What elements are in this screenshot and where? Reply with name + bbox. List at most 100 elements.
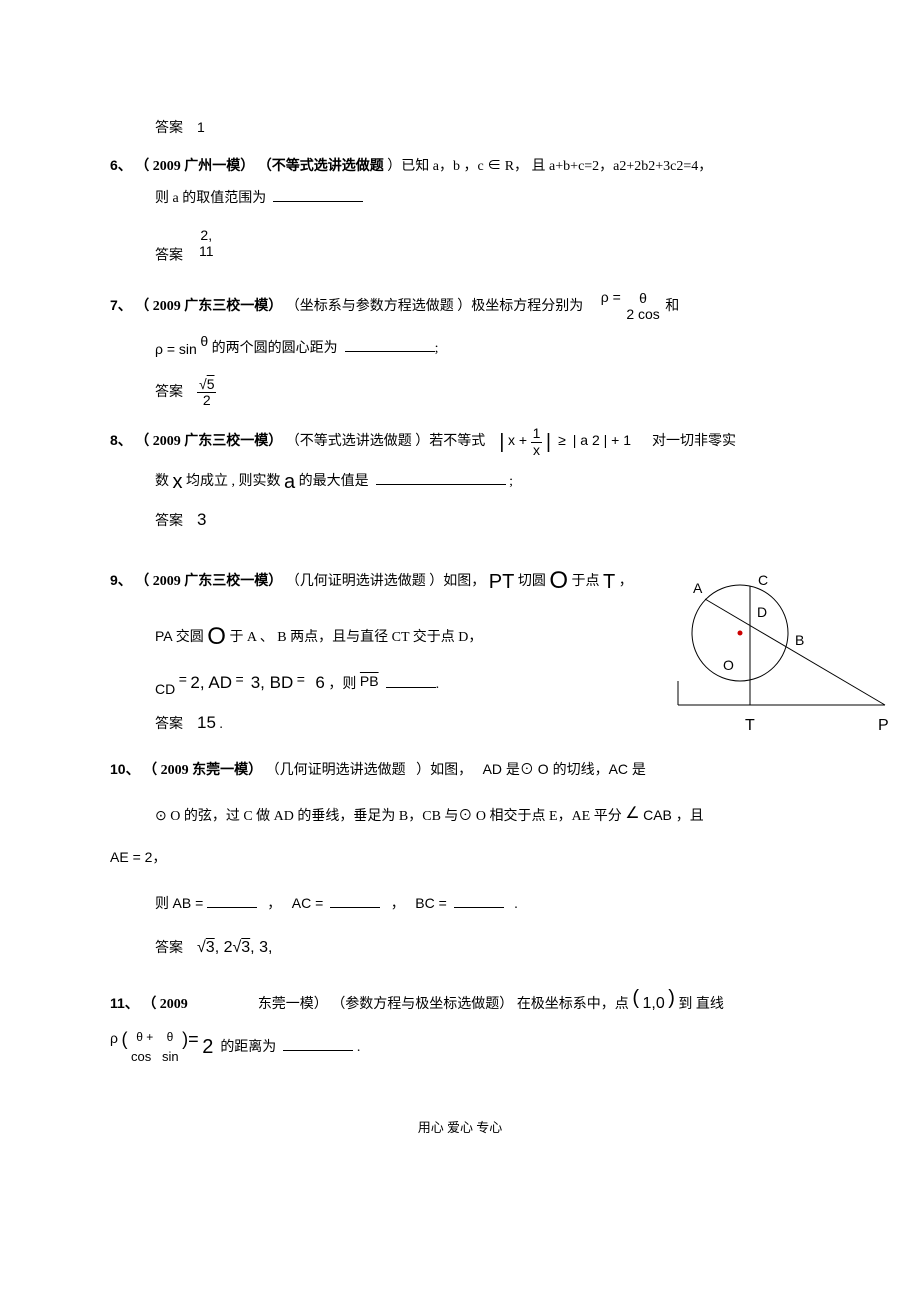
label-C: C [758,572,768,588]
frac-den: 2 [197,393,216,408]
q11-line2: ρ ( θ + θ cos sin )= 2 的距离为 . [110,1025,810,1068]
problem-text: ）已知 a，b ，c ∈ R， 且 a+b+c=2，a2+2b2+3c2=4， [387,159,712,174]
text: 在极坐标系中，点 [517,997,629,1012]
dot: . [357,1040,361,1055]
paren: ( [121,1029,127,1049]
text: AE = 2， [110,849,166,865]
fill-blank [454,893,504,908]
text: 则 [155,897,169,912]
text: ，则 [328,677,356,692]
text: 均成立 , 则实数 [186,474,281,489]
answer-value: 3 [197,510,206,529]
T: T [603,571,615,593]
exam-year: （ 2009 广东三校一模） [135,299,282,314]
x-var: x [173,471,183,493]
page-content: 答案 1 6、 （ 2009 广州一模） （不等式选讲选做题 ）已知 a，b ，… [0,0,920,1187]
rho: ρ [110,1030,118,1046]
frac-den: 2 cos [624,307,661,322]
text: ， [619,574,633,589]
frac-num: √5 [197,377,216,393]
text: ⊙ O 的弦，过 C 做 AD 的垂线，垂足为 B，CB 与⊙ O 相交于点 E… [155,809,622,824]
CD: CD [155,681,175,697]
label-O: O [723,657,734,673]
answer-label: 答案 [155,941,183,956]
rho-sin: ρ = sin [155,341,197,357]
problem-text: ）极坐标方程分别为 [457,299,583,314]
q10-line4: 则 AB = ， AC = ， BC = . [155,892,810,916]
rhs: | a 2 | + 1 [573,433,631,449]
expr-frac: θ 2 cos [624,291,661,322]
fill-blank [330,893,380,908]
theta: θ [200,333,208,349]
text: 的两个圆的圆心距为 [212,341,338,356]
q6-answer: 答案 2, 11 [155,228,810,268]
answer-label: 答案 [155,514,183,529]
eq: = [297,671,305,687]
q7-answer: 答案 √5 2 [155,377,810,409]
BC: BC = [415,895,447,911]
paren-close: ) [668,987,675,1009]
fill-blank [273,187,363,202]
problem-number: 6、 [110,157,132,173]
answer-label: 答案 [155,717,183,732]
problem-type: （参数方程与极坐标选做题） [331,997,513,1012]
q7-line1: 7、 （ 2009 广东三校一模） （坐标系与参数方程选做题 ）极坐标方程分别为… [110,286,810,322]
geometry-figure: A C D B O T P [675,565,895,765]
answer-frac: √5 2 [197,377,216,409]
AB: AB = [173,895,204,911]
sin: sin [162,1049,179,1064]
answer-value: 1 [197,119,205,135]
two: 2 [202,1036,213,1058]
fill-blank [207,893,257,908]
exam-year: （ 2009 东莞一模） [143,763,262,778]
text: 到 直线 [678,997,724,1012]
abs-expr-close: | [546,431,551,453]
eq: = [236,671,244,687]
theta1: θ + [136,1030,153,1044]
text: ）如图， [429,574,485,589]
label-A: A [693,580,703,596]
text: 和 [665,299,679,314]
answer-label: 答案 [155,385,183,400]
exam-year: （ 2009 [142,997,188,1012]
text: AD 是⊙ O 的切线，AC 是 [483,761,646,777]
text: 切圆 [518,574,546,589]
abs-expr: | [499,431,504,453]
problem-number: 7、 [110,297,132,313]
paren-eq: )= [182,1029,199,1049]
text: 则 a 的取值范围为 [155,191,266,206]
q8-line1: 8、 （ 2009 广东三校一模） （不等式选讲选做题 ）若不等式 | x + … [110,426,810,458]
frac-den: x [531,443,543,458]
rho-eq: ρ = [601,289,621,305]
problem-type: （坐标系与参数方程选做题 [286,299,454,314]
problem-number: 11、 [110,995,139,1011]
q8-line2: 数 x 均成立 , 则实数 a 的最大值是 ; [155,466,810,498]
frac-num: θ [624,291,661,306]
fill-blank [386,673,436,688]
expr-frac: 1 x [531,426,543,458]
q10-line2: ⊙ O 的弦，过 C 做 AD 的垂线，垂足为 B，CB 与⊙ O 相交于点 E… [155,801,810,828]
q6-line1: 6、 （ 2009 广州一模） （不等式选讲选做题 ）已知 a，b ，c ∈ R… [110,154,810,178]
text: 东莞一模） [258,997,328,1012]
a-var: a [284,471,295,493]
problem-number: 10、 [110,761,140,777]
angle-icon: ∠ [625,805,639,822]
frac-den: 11 [197,244,216,259]
frac-num: 2, [197,228,216,243]
label-B: B [795,632,804,648]
text: 对一切非零实 [652,435,736,450]
ge: ≥ [558,433,566,449]
problem-type: （几何证明选讲选做题 [266,763,406,778]
q6-line2: 则 a 的取值范围为 [155,187,810,210]
paren-open: ( [632,987,639,1009]
q8-answer: 答案 3 [155,506,810,533]
problem-type: （不等式选讲选做题 [258,159,384,174]
label-P: P [878,717,889,734]
PT: PT [489,571,515,593]
fill-blank [345,337,435,352]
theta2: θ [167,1030,174,1044]
exam-year: （ 2009 广东三校一模） [135,574,282,589]
point: 1,0 [642,995,664,1012]
answer-value: 15 [197,713,216,732]
q10-answer: 答案 √3, 2√3, 3, [155,935,810,961]
